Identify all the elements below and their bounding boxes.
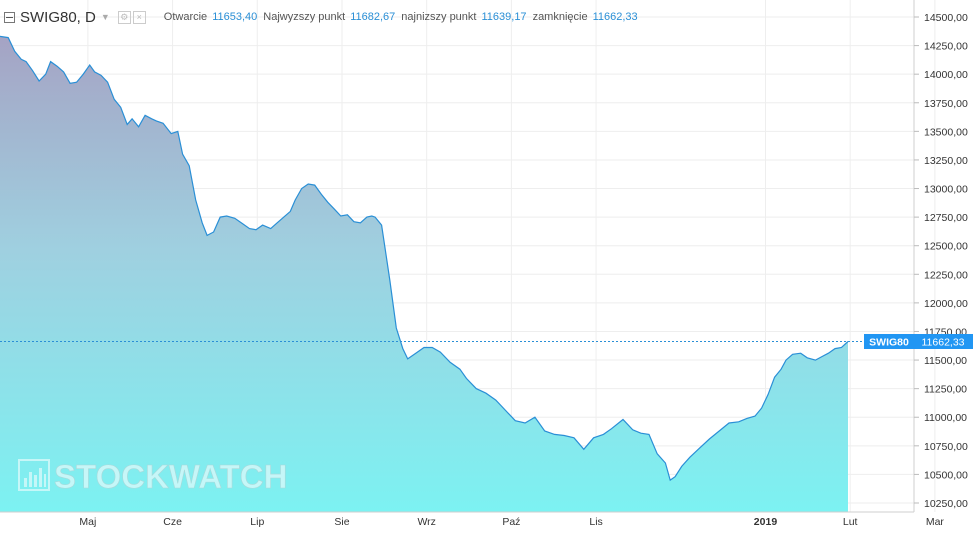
last-value-label: SWIG80 11662,33 <box>864 333 973 349</box>
last-price-tag: 11662,33 <box>921 336 964 348</box>
x-tick-label: Mar <box>926 516 945 528</box>
y-tick-label: 13000,00 <box>924 184 968 196</box>
low-value: 11639,17 <box>481 11 527 23</box>
y-tick-label: 11000,00 <box>924 412 967 424</box>
x-tick-label: Cze <box>163 516 182 528</box>
y-tick-label: 14500,00 <box>924 12 968 24</box>
x-axis-ticks: Maj Cze Lip Sie Wrz Paź Lis 2019 Lut Mar <box>79 516 944 528</box>
x-tick-label: Wrz <box>417 516 435 528</box>
y-tick-label: 12250,00 <box>924 269 968 281</box>
y-tick-label: 11250,00 <box>924 384 967 396</box>
open-label: Otwarcie <box>163 11 208 23</box>
watermark-text: STOCKWATCH <box>54 458 287 495</box>
series-line-swig80 <box>0 35 849 482</box>
x-tick-label: Sie <box>334 516 349 528</box>
close-value: 11662,33 <box>592 11 638 23</box>
y-tick-label: 13500,00 <box>924 126 968 138</box>
x-tick-label: Lip <box>250 516 264 528</box>
chart-header: SWIG80, D ▼ ⚙ × Otwarcie 11653,40 Najwyz… <box>4 7 644 27</box>
y-tick-label: 10750,00 <box>924 441 968 453</box>
x-tick-label: Lut <box>843 516 858 528</box>
y-tick-label: 12500,00 <box>924 241 968 253</box>
price-tag-bg <box>914 333 973 349</box>
chevron-down-icon[interactable]: ▼ <box>100 12 110 22</box>
y-tick-label: 12000,00 <box>924 298 968 310</box>
y-tick-label: 10500,00 <box>924 469 968 481</box>
series-tag-bg <box>864 333 914 349</box>
x-tick-label: Maj <box>79 516 96 528</box>
y-tick-label: 12750,00 <box>924 212 968 224</box>
y-axis-ticks: 14500,00 14250,00 14000,00 13750,00 13500,00… <box>914 12 968 510</box>
stockwatch-logo: STOCKWATCH <box>18 458 288 495</box>
collapse-icon[interactable] <box>4 11 15 23</box>
y-tick-label: 13250,00 <box>924 155 968 167</box>
y-tick-label: 14250,00 <box>924 41 968 53</box>
open-value: 11653,40 <box>212 11 258 23</box>
y-tick-label: 14000,00 <box>924 69 968 81</box>
high-value: 11682,67 <box>350 11 396 23</box>
close-icon[interactable]: × <box>132 10 146 24</box>
settings-icon[interactable]: ⚙ <box>117 10 131 24</box>
x-tick-label: 2019 <box>754 516 778 528</box>
y-tick-label: 10250,00 <box>924 498 968 510</box>
close-label: zamknięcie <box>532 11 588 23</box>
symbol-title[interactable]: SWIG80, D <box>20 8 96 26</box>
high-label: Najwyzszy punkt <box>263 11 346 23</box>
x-tick-label: Lis <box>589 516 602 528</box>
x-tick-label: Paź <box>502 516 520 528</box>
low-label: najnizszy punkt <box>401 11 477 23</box>
y-tick-label: 13750,00 <box>924 98 968 110</box>
y-tick-label: 11500,00 <box>924 355 967 367</box>
area-fill <box>0 36 848 513</box>
series-name-tag: SWIG80 <box>869 336 909 348</box>
